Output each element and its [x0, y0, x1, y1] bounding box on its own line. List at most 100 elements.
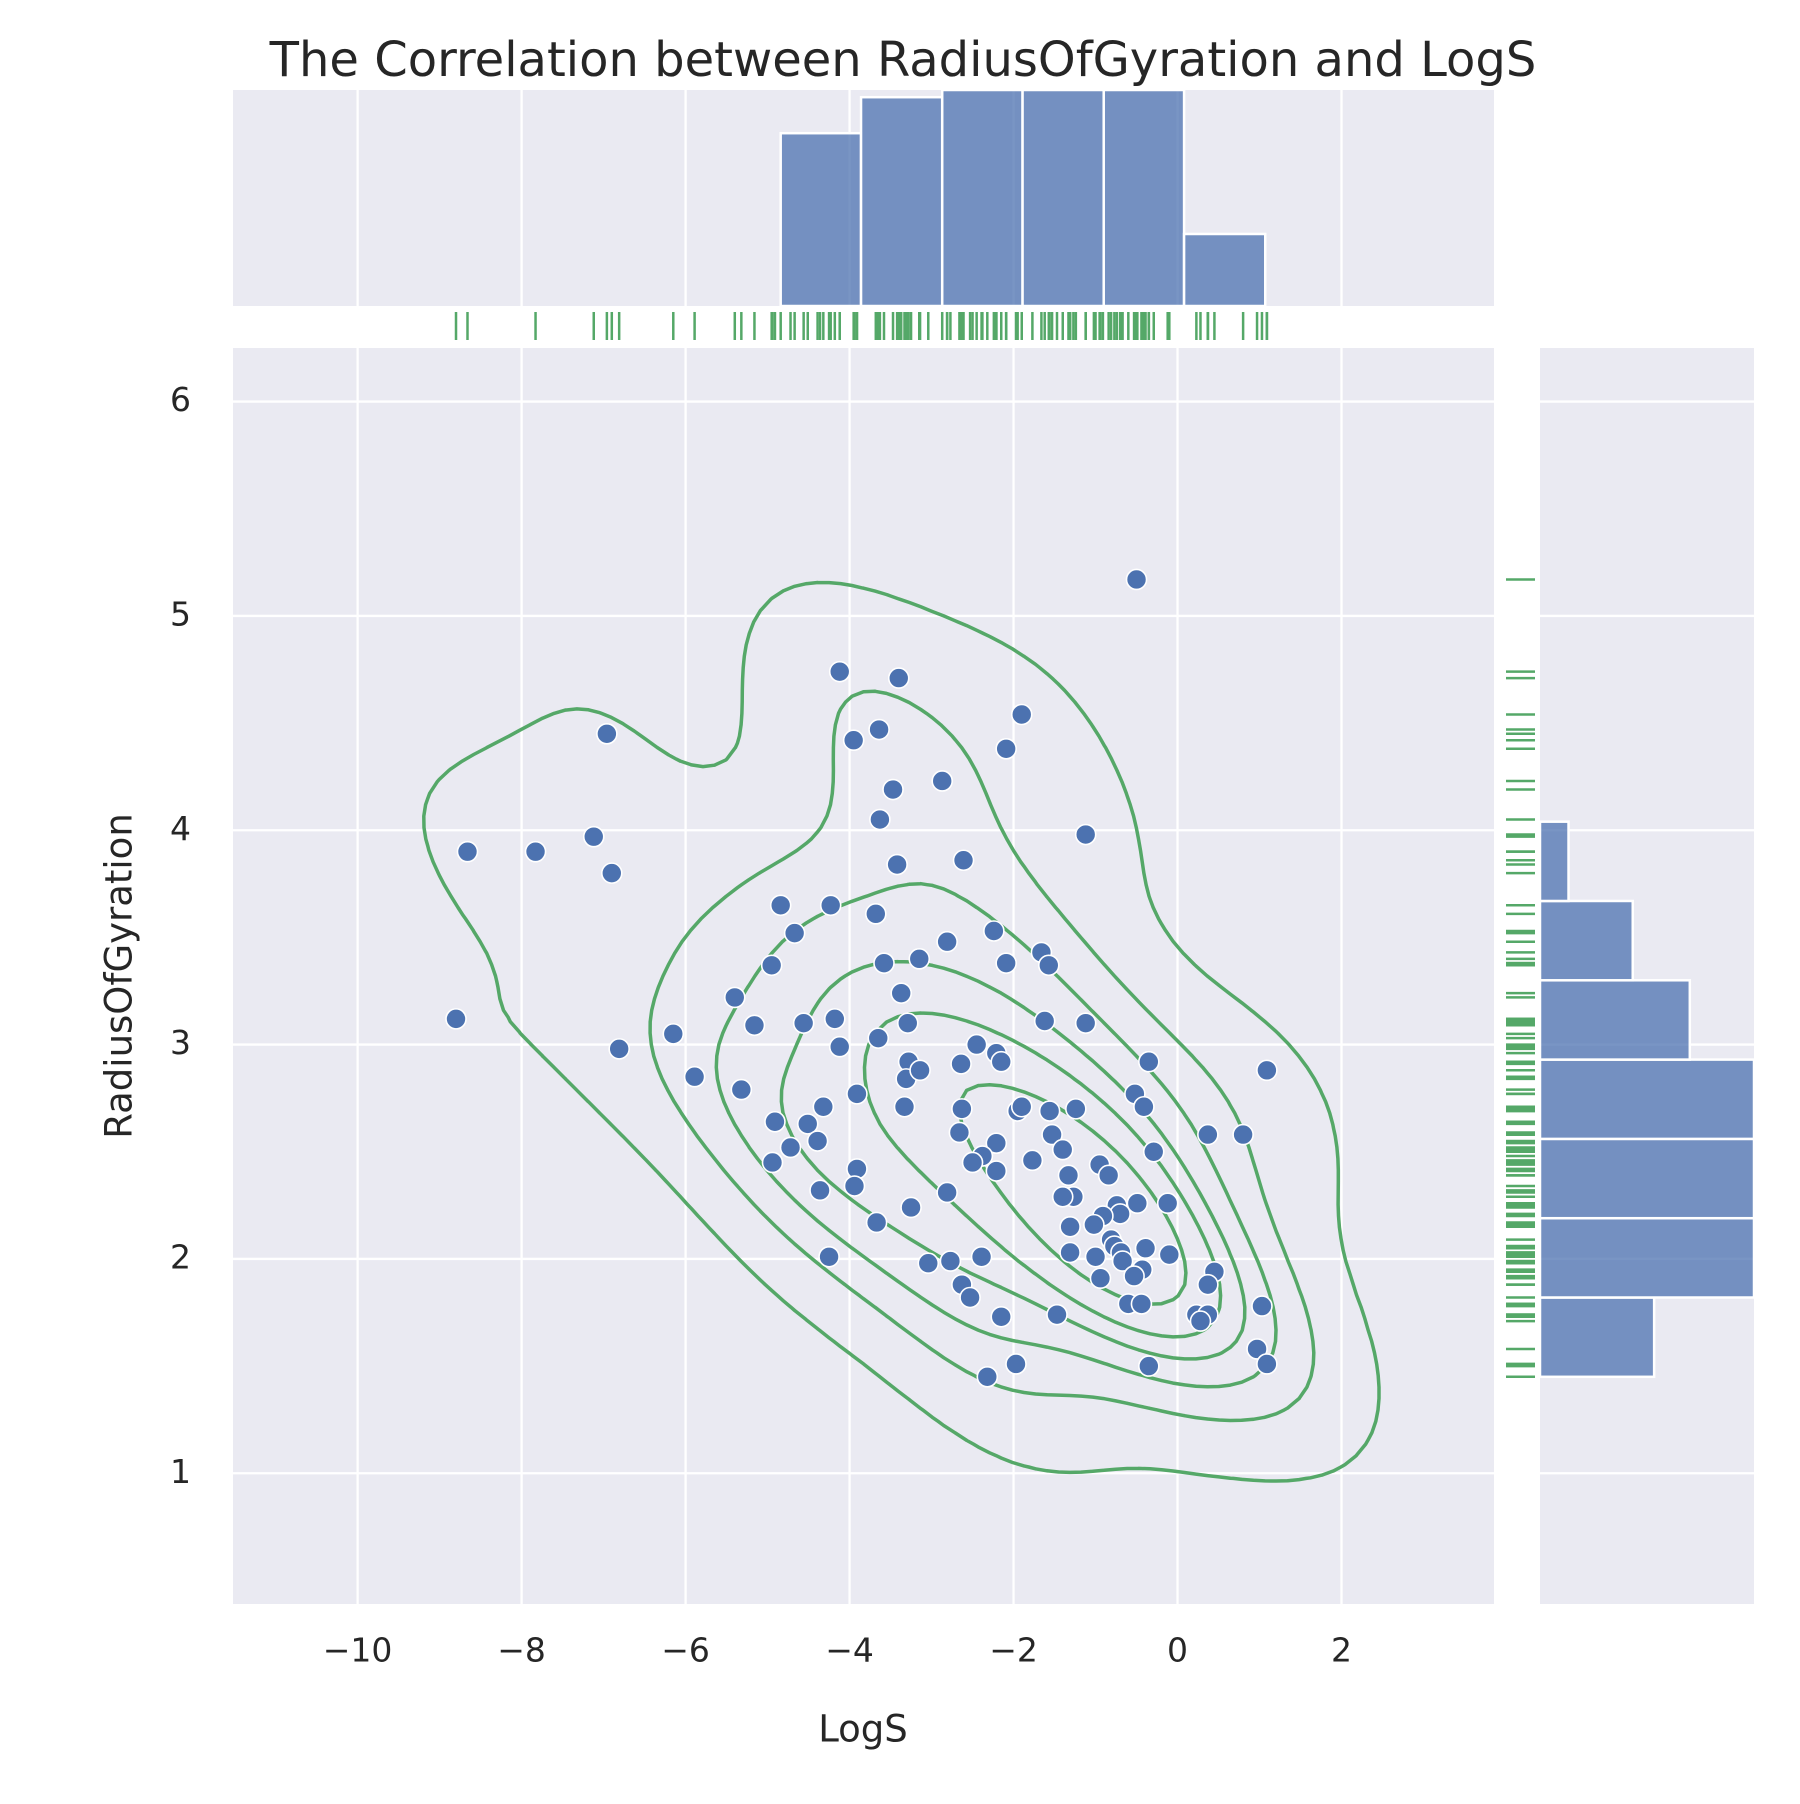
x-tick-label: −6 [661, 1631, 710, 1670]
scatter-point [952, 849, 975, 872]
marks-layer [422, 88, 1756, 1483]
x-histogram-bar [779, 131, 863, 308]
y-tick-label: 1 [170, 1452, 191, 1491]
scatter-point [1038, 1100, 1061, 1122]
x-tick-label: −2 [989, 1631, 1038, 1670]
scatter-point [846, 1083, 868, 1105]
scatter-point [1158, 1243, 1181, 1266]
scatter-point [869, 808, 891, 831]
scatter-point [976, 1366, 999, 1388]
scatter-point [959, 1286, 981, 1309]
scatter-point [1133, 1095, 1155, 1118]
scatter-point [887, 667, 910, 689]
scatter-point [819, 894, 842, 917]
scatter-point [886, 853, 908, 876]
scatter-point [939, 1250, 962, 1272]
scatter-point [662, 1023, 685, 1045]
y-histogram-bar [1538, 820, 1570, 903]
scatter-point [524, 840, 547, 863]
scatter-point [890, 982, 913, 1004]
scatter-point [1125, 568, 1148, 591]
scatter-point [792, 1012, 815, 1034]
y-histogram-bar [1538, 899, 1634, 982]
kde-contour [648, 689, 1316, 1423]
scatter-point [1010, 1095, 1033, 1118]
y-axis-label: RadiusOfGyration [98, 813, 141, 1139]
scatter-point [1256, 1059, 1278, 1082]
scatter-point [950, 1053, 972, 1075]
scatter-point [865, 1211, 888, 1234]
scatter-point [769, 894, 792, 917]
scatter-point [608, 1038, 630, 1060]
scatter-point [1138, 1355, 1160, 1377]
scatter-point [1130, 1293, 1153, 1315]
scatter-point [1246, 1338, 1268, 1360]
scatter-point [1065, 1098, 1087, 1120]
scatter-point [868, 718, 890, 741]
scatter-point [1037, 954, 1060, 977]
scatter-point [948, 1121, 971, 1144]
scatter-point [931, 770, 954, 792]
scatter-point [783, 922, 806, 944]
scatter-point [900, 1196, 922, 1219]
x-histogram-bar [859, 95, 944, 308]
x-axis-label: LogS [818, 1708, 908, 1751]
scatter-point [1197, 1273, 1219, 1296]
scatter-point [965, 1033, 988, 1056]
scatter-point [864, 903, 887, 925]
scatter-point [970, 1245, 993, 1268]
y-tick-label: 3 [170, 1023, 191, 1062]
scatter-point [917, 1252, 940, 1275]
scatter-point [893, 1095, 916, 1118]
x-histogram-bar [1102, 88, 1186, 308]
x-histogram-bar [940, 88, 1024, 308]
scatter-point [600, 862, 623, 884]
y-histogram-bar [1538, 1216, 1756, 1299]
scatter-point [842, 729, 865, 752]
scatter-point [779, 1136, 802, 1159]
scatter-point [764, 1110, 786, 1133]
scatter-point [873, 952, 895, 974]
y-tick-label: 2 [170, 1237, 191, 1276]
grid-layer [233, 90, 1754, 1604]
x-tick-label: −8 [497, 1631, 546, 1670]
y-histogram-bar [1538, 1296, 1656, 1379]
chart-title: The Correlation between RadiusOfGyration… [269, 32, 1537, 88]
scatter-point [1057, 1164, 1080, 1187]
scatter-point [1005, 1353, 1027, 1375]
scatter-point [596, 723, 618, 745]
scatter-point [1033, 1010, 1056, 1032]
scatter-point [743, 1014, 766, 1037]
scatter-point [1051, 1138, 1074, 1161]
x-tick-label: −4 [825, 1631, 874, 1670]
scatter-point [882, 778, 904, 801]
scatter-point [760, 954, 783, 977]
scatter-point [1138, 1050, 1160, 1073]
scatter-point [806, 1130, 829, 1152]
scatter-point [1111, 1250, 1134, 1272]
scatter-point [995, 738, 1017, 760]
scatter-point [824, 1008, 846, 1030]
y-histogram-bar [1538, 1137, 1756, 1220]
scatter-point [896, 1012, 919, 1034]
scatter-point [445, 1008, 467, 1030]
scatter-point [951, 1098, 973, 1120]
scatter-point [723, 986, 746, 1009]
scatter-point [1156, 1192, 1179, 1214]
scatter-point [985, 1160, 1008, 1182]
x-tick-label: −10 [323, 1631, 393, 1670]
scatter-point [1097, 1164, 1120, 1187]
scatter-point [796, 1113, 819, 1135]
scatter-point [843, 1175, 866, 1197]
scatter-point [1256, 1353, 1278, 1375]
scatter-point [908, 948, 931, 970]
main-axes [233, 348, 1494, 1604]
x-histogram-bar [1021, 88, 1105, 308]
scatter-point [1197, 1123, 1219, 1146]
scatter-point [1126, 1192, 1149, 1214]
scatter-point [1084, 1245, 1107, 1268]
y-tick-label: 4 [170, 809, 191, 848]
x-tick-label: 0 [1167, 1631, 1188, 1670]
scatter-point [812, 1095, 835, 1118]
scatter-point [1046, 1303, 1068, 1326]
